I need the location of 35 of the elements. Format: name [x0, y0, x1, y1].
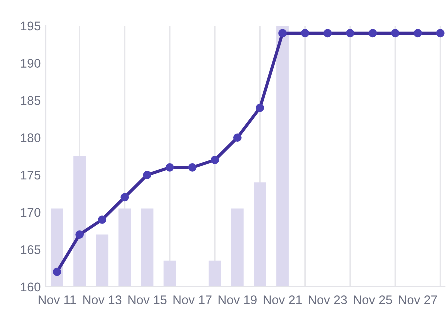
x-tick-label: Nov 19: [218, 296, 257, 305]
x-tick-label: Nov 23: [309, 296, 348, 305]
point: [391, 29, 400, 38]
x-tick-label: Nov 11: [38, 296, 76, 305]
y-tick-label: 180: [21, 134, 41, 143]
point: [53, 268, 62, 276]
y-tick-label: 170: [21, 208, 41, 218]
point: [414, 29, 422, 38]
y-tick-label: 160: [21, 282, 41, 292]
point: [188, 164, 197, 172]
x-tick-label: Nov 25: [354, 296, 392, 305]
point: [278, 29, 287, 38]
point: [256, 104, 264, 112]
point: [346, 29, 355, 38]
x-tick-label: Nov 13: [84, 296, 122, 305]
y-tick-label: 165: [21, 246, 41, 254]
point: [166, 164, 174, 172]
point: [368, 29, 378, 38]
point: [120, 193, 130, 202]
y-tick-label: 195: [21, 22, 41, 31]
point: [324, 29, 332, 38]
y-tick-label: 185: [21, 96, 41, 106]
x-tick-label: Nov 15: [128, 296, 167, 305]
point: [98, 216, 107, 224]
point: [233, 134, 242, 142]
x-tick-label: Nov 17: [174, 296, 212, 305]
point: [436, 29, 445, 38]
x-tick-label: Nov 27: [399, 296, 438, 305]
y-tick-label: 190: [21, 59, 41, 68]
point: [76, 230, 84, 239]
point: [301, 29, 310, 38]
point: [210, 156, 220, 164]
point: [143, 170, 152, 180]
y-tick-label: 175: [21, 171, 41, 180]
x-tick-label: Nov 21: [264, 296, 302, 305]
